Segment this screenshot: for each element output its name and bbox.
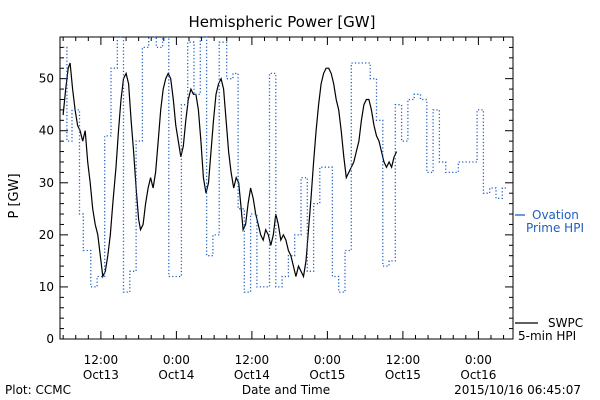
x-tick-label-time: 0:00 [314,353,341,367]
y-tick-label: 10 [39,280,54,294]
x-tick-label-date: Oct15 [385,368,421,382]
x-tick-label-date: Oct14 [158,368,194,382]
x-tick-label-time: 12:00 [235,353,270,367]
legend-label-ovation-2: Prime HPI [526,221,584,235]
chart-title: Hemispheric Power [GW] [189,13,376,31]
series-layer [62,36,507,293]
x-axis-label: Date and Time [242,383,330,397]
legend-label-swpc-1: SWPC [548,316,583,330]
axis-layer: 0102030405012:00Oct130:00Oct1412:00Oct14… [39,36,514,382]
legend-label-ovation-1: Ovation [532,208,579,222]
plot-frame [59,36,514,340]
y-axis-label: P [GW] [7,173,22,218]
x-tick-label-time: 0:00 [465,353,492,367]
ovation-prime-hpi-line [63,36,507,293]
x-tick-label-date: Oct14 [234,368,270,382]
swpc-hpi-line [62,62,398,279]
y-tick-label: 0 [46,332,54,346]
x-tick-label-date: Oct13 [83,368,119,382]
x-tick-label-date: Oct16 [460,368,496,382]
x-tick-label-time: 12:00 [386,353,421,367]
timestamp: 2015/10/16 06:45:07 [454,383,581,397]
y-tick-label: 50 [39,72,54,86]
plot-credit: Plot: CCMC [5,383,71,397]
x-tick-label-date: Oct15 [309,368,345,382]
y-tick-label: 40 [39,124,54,138]
x-tick-label-time: 12:00 [84,353,119,367]
y-tick-label: 20 [39,228,54,242]
legend-label-swpc-2: 5-min HPI [518,329,576,343]
y-tick-label: 30 [39,176,54,190]
x-tick-label-time: 0:00 [163,353,190,367]
